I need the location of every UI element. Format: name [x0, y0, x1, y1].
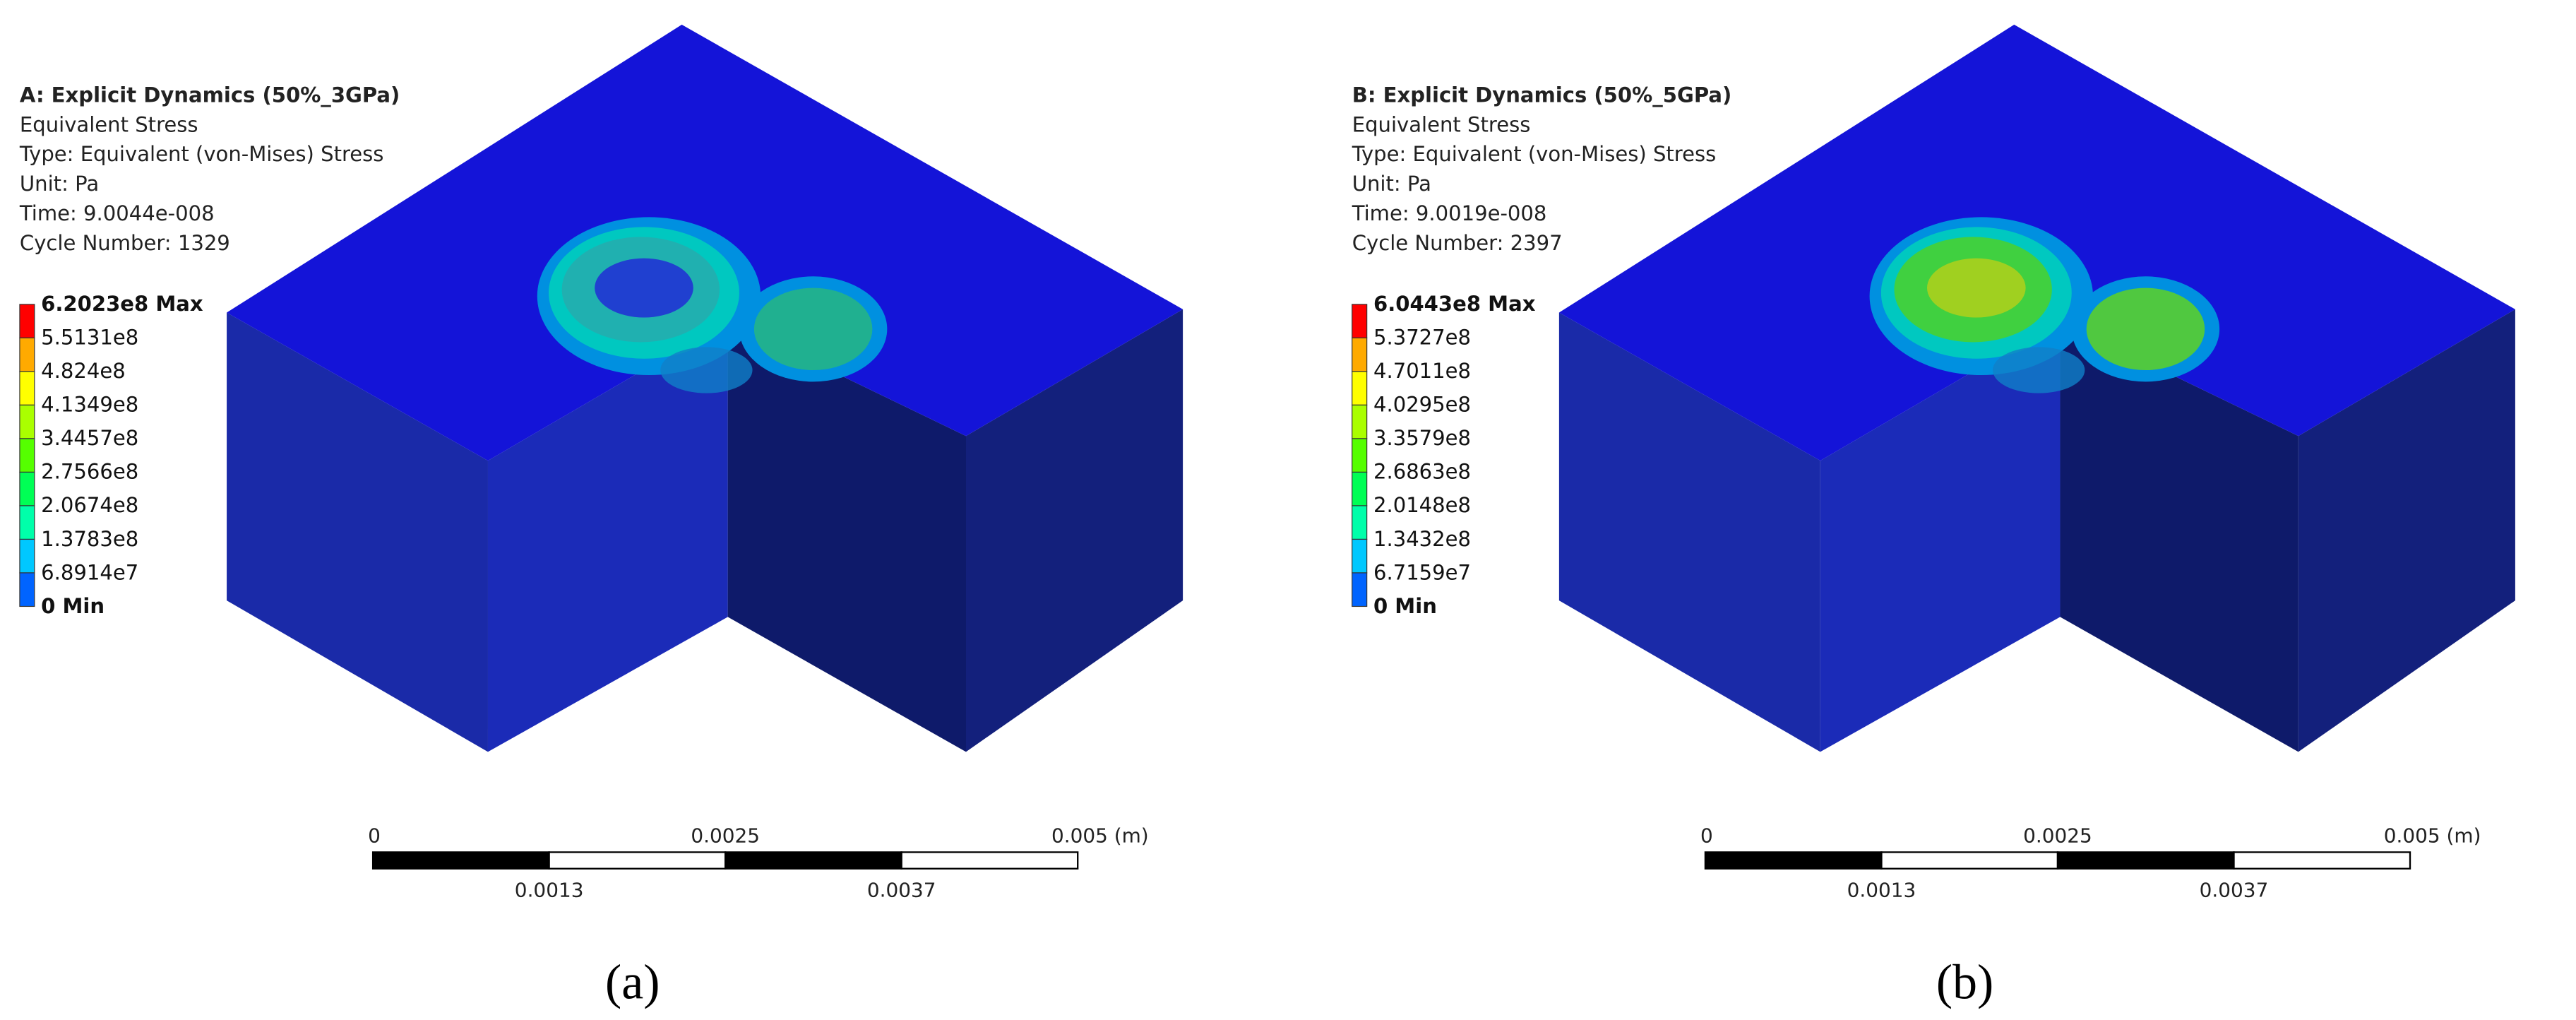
caption: (b) — [1936, 956, 1993, 1010]
legend-label: 4.7011e8 — [1373, 359, 1471, 383]
stress-zone — [753, 287, 873, 371]
scale-segment — [724, 851, 902, 870]
stress-zone — [1927, 258, 2026, 318]
legend-swatch — [1352, 471, 1368, 506]
legend-swatch — [1352, 438, 1368, 473]
legend-swatch — [1352, 505, 1368, 540]
scale-segment — [371, 851, 550, 870]
scale-segment — [2056, 851, 2235, 870]
front-face — [1820, 321, 2061, 752]
stress-zone — [595, 258, 693, 318]
scale-label: 0 — [368, 824, 381, 847]
scale-segment — [900, 851, 1079, 870]
scale-label: 0.0013 — [515, 878, 584, 901]
legend-swatch — [1352, 404, 1368, 439]
legend-label: 2.0148e8 — [1373, 493, 1471, 517]
legend-label: 2.0674e8 — [41, 493, 138, 517]
legend-swatch — [19, 337, 35, 372]
legend-swatch — [1352, 371, 1368, 405]
legend-swatch — [19, 304, 35, 338]
legend-label: 6.7159e7 — [1373, 560, 1471, 584]
scale-label: 0.0037 — [867, 878, 936, 901]
header-line: Time: 9.0019e-008 — [1352, 201, 1547, 225]
legend-label: 1.3783e8 — [41, 527, 138, 551]
panel: A: Explicit Dynamics (50%_3GPa) Equivalen… — [19, 24, 1183, 1010]
legend-swatch — [19, 538, 35, 574]
legend-swatch — [19, 505, 35, 540]
scale-label: 0.005 (m) — [2384, 824, 2481, 847]
legend: 6.0443e8 Max 5.3727e8 4.7011e8 4.0295e8 3.35… — [1352, 292, 1536, 618]
scale-bar: 0 0.0025 0.005 (m) 0.0013 0.0037 — [1700, 824, 2481, 901]
header-line: Time: 9.0044e-008 — [19, 201, 215, 225]
front-face — [487, 321, 728, 752]
legend-label: 4.0295e8 — [1373, 393, 1471, 417]
legend-label: 5.5131e8 — [41, 326, 138, 350]
scale-label: 0.0037 — [2200, 878, 2269, 901]
scale-bar: 0 0.0025 0.005 (m) 0.0013 0.0037 — [368, 824, 1149, 901]
legend-label: 5.3727e8 — [1373, 326, 1471, 350]
right-face — [2298, 309, 2515, 752]
panel: B: Explicit Dynamics (50%_5GPa) Equivalen… — [1352, 24, 2515, 1010]
header-line: Unit: Pa — [20, 172, 99, 196]
right-face — [966, 309, 1183, 752]
scale-label: 0.0025 — [2023, 824, 2092, 847]
header-line: B: Explicit Dynamics (50%_5GPa) — [1352, 83, 1732, 107]
header-line: Type: Equivalent (von-Mises) Stress — [19, 142, 384, 166]
inner-face — [2060, 321, 2298, 752]
legend-label: 0 Min — [1373, 594, 1437, 618]
scale-label: 0 — [1700, 824, 1713, 847]
legend-label: 4.1349e8 — [41, 393, 138, 417]
scale-segment — [1704, 851, 1883, 870]
caption: (a) — [605, 956, 660, 1010]
header-line: Cycle Number: 1329 — [20, 231, 230, 255]
scale-segment — [2233, 851, 2411, 870]
scale-label: 0.0025 — [691, 824, 760, 847]
model — [1558, 24, 2515, 752]
left-face — [1558, 312, 1820, 752]
legend-label: 2.6863e8 — [1373, 460, 1471, 484]
legend-label: 6.0443e8 Max — [1373, 292, 1536, 316]
scale-label: 0.005 (m) — [1051, 824, 1149, 847]
legend-label: 6.8914e7 — [41, 560, 138, 584]
header-line: Cycle Number: 2397 — [1352, 231, 1563, 255]
left-face — [227, 312, 488, 752]
stress-zone — [660, 347, 753, 393]
legend-label: 1.3432e8 — [1373, 527, 1471, 551]
legend-swatch — [19, 404, 35, 439]
legend-swatch — [19, 371, 35, 405]
stress-zone — [1993, 347, 2085, 393]
legend-label: 3.4457e8 — [41, 426, 138, 450]
legend-swatch — [19, 438, 35, 473]
header-line: A: Explicit Dynamics (50%_3GPa) — [20, 83, 400, 107]
legend-swatch — [1352, 304, 1368, 338]
legend-label: 2.7566e8 — [41, 460, 138, 484]
scale-label: 0.0013 — [1847, 878, 1916, 901]
legend-swatch — [19, 471, 35, 506]
legend-label: 6.2023e8 Max — [41, 292, 203, 316]
header-line: Equivalent Stress — [1352, 112, 1531, 136]
header-line: Equivalent Stress — [20, 112, 198, 136]
legend-label: 0 Min — [41, 594, 105, 618]
legend-swatch — [1352, 337, 1368, 372]
scale-segment — [1880, 851, 2059, 870]
model — [227, 24, 1183, 752]
scale-segment — [548, 851, 727, 870]
header-line: Type: Equivalent (von-Mises) Stress — [1352, 142, 1717, 166]
legend-label: 3.3579e8 — [1373, 426, 1471, 450]
inner-face — [727, 321, 966, 752]
legend: 6.2023e8 Max 5.5131e8 4.824e8 4.1349e8 3.445… — [19, 292, 203, 618]
stress-zone — [2086, 287, 2205, 371]
legend-swatch — [1352, 572, 1368, 607]
legend-label: 4.824e8 — [41, 359, 126, 383]
legend-swatch — [1352, 538, 1368, 574]
header-line: Unit: Pa — [1352, 172, 1431, 196]
legend-swatch — [19, 572, 35, 607]
